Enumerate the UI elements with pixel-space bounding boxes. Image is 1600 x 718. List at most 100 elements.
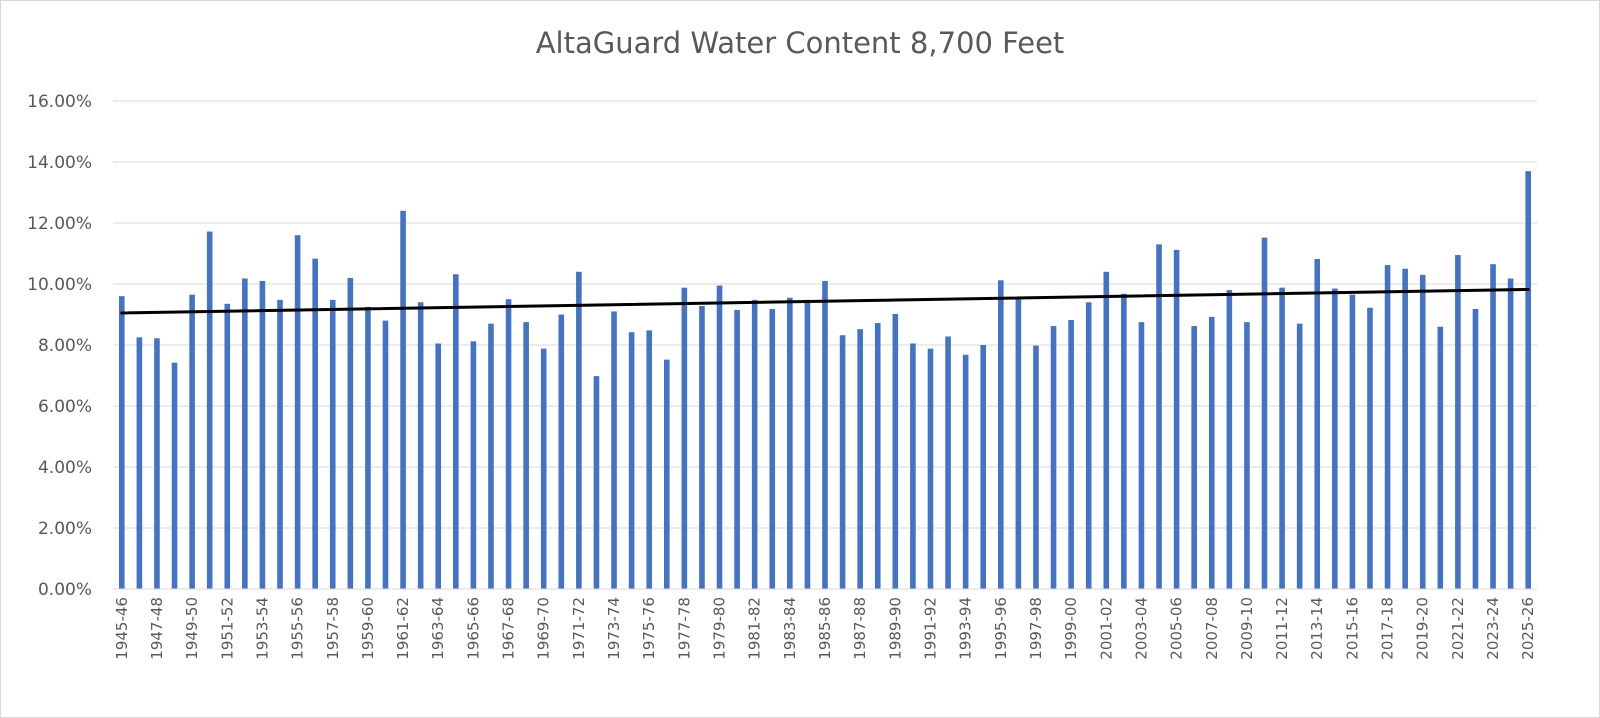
y-tick-label: 2.00% bbox=[38, 519, 92, 539]
trendline bbox=[120, 287, 1530, 315]
x-tick-label: 1961-62 bbox=[394, 597, 412, 660]
bar bbox=[1367, 307, 1373, 589]
bar bbox=[628, 332, 635, 589]
x-tick-label: 1945-46 bbox=[113, 597, 131, 660]
bar bbox=[962, 354, 969, 589]
bar bbox=[1455, 255, 1461, 589]
y-tick-label: 8.00% bbox=[38, 336, 92, 356]
x-axis-tick-labels: 1945-46 1947-48 1949-50 1951-52 1953-54 1955-… bbox=[113, 597, 1537, 660]
bar bbox=[224, 303, 231, 589]
bar bbox=[382, 320, 389, 589]
bar bbox=[822, 280, 828, 589]
x-tick-label: 1991-92 bbox=[921, 597, 939, 660]
y-axis-tick-labels: 0.00% 2.00% 4.00% 6.00% 8.00% 10.00% 12.00% 14.… bbox=[27, 92, 92, 600]
y-tick-label: 4.00% bbox=[38, 458, 92, 478]
bar bbox=[312, 258, 318, 589]
x-tick-label: 1947-48 bbox=[148, 597, 166, 660]
bar bbox=[804, 299, 811, 589]
x-tick-label: 2021-22 bbox=[1449, 597, 1467, 660]
bar bbox=[505, 299, 512, 589]
bar bbox=[751, 299, 758, 589]
bar bbox=[1103, 271, 1110, 589]
x-tick-label: 1985-86 bbox=[816, 597, 834, 660]
y-tick-label: 6.00% bbox=[38, 397, 92, 417]
x-tick-label: 1953-54 bbox=[253, 597, 271, 660]
x-tick-label: 1995-96 bbox=[992, 597, 1010, 660]
bar bbox=[1033, 345, 1039, 589]
x-tick-label: 1973-74 bbox=[605, 597, 623, 660]
bar bbox=[1138, 322, 1145, 589]
bar bbox=[1314, 258, 1321, 589]
bar bbox=[470, 341, 477, 589]
bar bbox=[417, 302, 424, 589]
bar bbox=[1068, 319, 1074, 589]
bar bbox=[277, 299, 283, 589]
bar bbox=[523, 322, 529, 589]
x-tick-label: 1963-64 bbox=[429, 597, 447, 660]
y-tick-label: 10.00% bbox=[27, 275, 92, 295]
bar bbox=[1332, 288, 1338, 589]
x-tick-label: 1977-78 bbox=[675, 597, 693, 660]
bar bbox=[1507, 278, 1514, 589]
bar bbox=[663, 359, 670, 589]
bar bbox=[1208, 316, 1215, 589]
x-tick-label: 2019-20 bbox=[1414, 597, 1432, 660]
bar bbox=[927, 348, 934, 589]
x-tick-label: 1955-56 bbox=[289, 597, 307, 660]
trendline-layer bbox=[120, 287, 1530, 315]
x-tick-label: 2011-12 bbox=[1273, 597, 1291, 660]
bar bbox=[435, 343, 442, 589]
x-tick-label: 2023-24 bbox=[1484, 597, 1502, 660]
bar bbox=[681, 287, 688, 589]
x-tick-label: 1957-58 bbox=[324, 597, 342, 660]
bar bbox=[347, 277, 354, 589]
bar bbox=[1296, 323, 1303, 589]
x-tick-label: 1989-90 bbox=[886, 597, 904, 660]
bar bbox=[171, 362, 178, 589]
x-tick-label: 2001-02 bbox=[1097, 597, 1115, 660]
bar bbox=[1490, 264, 1496, 589]
bar bbox=[1261, 237, 1268, 589]
bar bbox=[874, 323, 881, 589]
bar bbox=[910, 343, 916, 589]
bar bbox=[1419, 274, 1426, 589]
x-tick-label: 1983-84 bbox=[781, 597, 799, 660]
bar bbox=[453, 274, 459, 589]
bar bbox=[1173, 249, 1180, 589]
x-tick-label: 2007-08 bbox=[1203, 597, 1221, 660]
bars bbox=[118, 171, 1532, 590]
x-tick-label: 1993-94 bbox=[957, 597, 975, 660]
bar bbox=[118, 296, 125, 589]
x-tick-label: 1999-00 bbox=[1062, 597, 1080, 660]
bar bbox=[259, 280, 266, 589]
x-tick-label: 1987-88 bbox=[851, 597, 869, 660]
bar bbox=[593, 376, 600, 589]
bar bbox=[329, 299, 336, 589]
bar bbox=[1437, 326, 1444, 589]
bar bbox=[1156, 244, 1162, 589]
bar bbox=[1121, 293, 1127, 589]
y-tick-label: 12.00% bbox=[27, 214, 92, 234]
bar bbox=[980, 345, 987, 589]
y-tick-label: 14.00% bbox=[27, 153, 92, 173]
x-tick-label: 1967-68 bbox=[500, 597, 518, 660]
x-tick-label: 1979-80 bbox=[711, 597, 729, 660]
bar bbox=[294, 235, 301, 589]
x-tick-label: 2015-16 bbox=[1343, 597, 1361, 660]
x-tick-label: 1997-98 bbox=[1027, 597, 1045, 660]
x-tick-label: 1959-60 bbox=[359, 597, 377, 660]
bar bbox=[154, 338, 160, 589]
bar bbox=[206, 231, 213, 590]
bar bbox=[365, 306, 371, 589]
bar bbox=[488, 323, 494, 589]
bar bbox=[1472, 309, 1479, 589]
x-tick-label: 1951-52 bbox=[218, 597, 236, 660]
bar bbox=[558, 314, 565, 589]
x-tick-label: 2025-26 bbox=[1519, 597, 1537, 660]
x-tick-label: 1975-76 bbox=[640, 597, 658, 660]
bar bbox=[998, 280, 1004, 589]
bar bbox=[857, 329, 863, 589]
bar bbox=[1525, 171, 1532, 589]
bar bbox=[945, 336, 951, 589]
